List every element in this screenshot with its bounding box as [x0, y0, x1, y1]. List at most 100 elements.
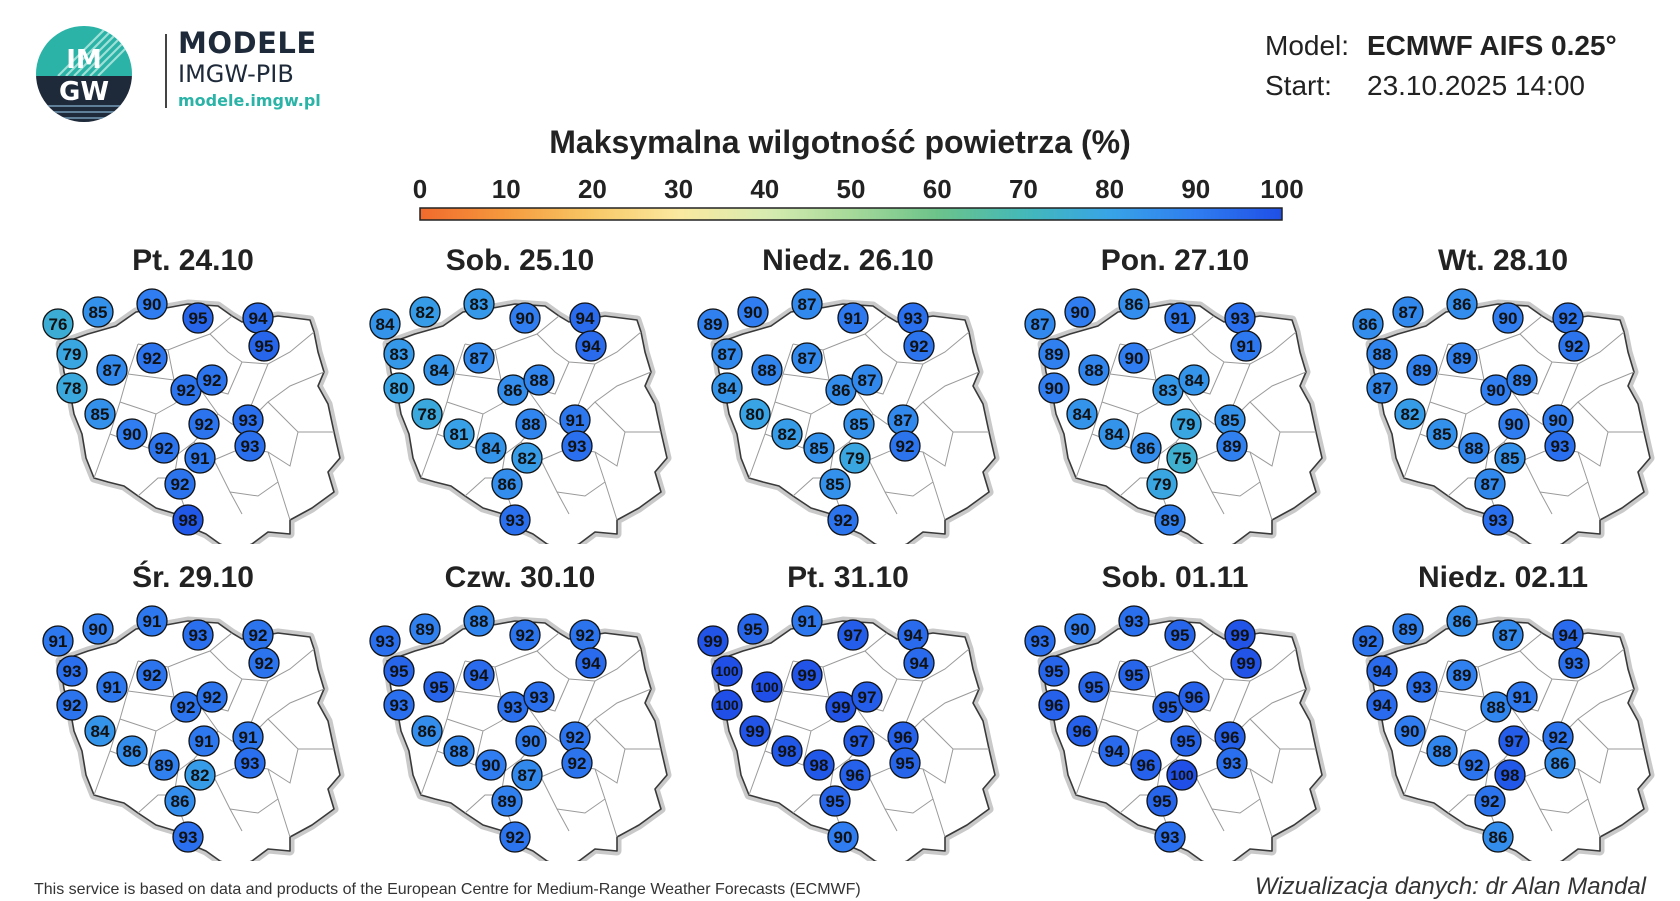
station-value: 93	[63, 662, 82, 681]
station-value: 95	[430, 678, 449, 697]
station-bubble	[523, 681, 555, 713]
colorbar: 0 10 20 30 40 50 60 70 80 90 100	[413, 174, 1304, 221]
station-value: 92	[1481, 792, 1500, 811]
station-marker: 92	[56, 689, 88, 721]
station-bubble	[819, 785, 851, 817]
panel-day-title: Czw. 30.10	[444, 561, 596, 594]
station-bubble	[136, 288, 168, 320]
station-marker: 92	[136, 342, 168, 374]
station-value: 93	[904, 309, 923, 328]
colorbar-tick-label: 20	[578, 174, 607, 204]
station-marker: 87	[1474, 468, 1506, 500]
station-value: 95	[1045, 662, 1064, 681]
station-marker: 94	[1552, 619, 1584, 651]
station-marker: 90	[1064, 296, 1096, 328]
station-value: 87	[1373, 379, 1392, 398]
station-marker: 92	[1474, 785, 1506, 817]
station-bubble	[819, 468, 851, 500]
station-marker: 97	[1498, 725, 1530, 757]
station-value: 90	[1401, 722, 1420, 741]
station-bubble	[443, 735, 475, 767]
station-marker: 79	[1170, 408, 1202, 440]
station-value: 80	[390, 379, 409, 398]
brand-url[interactable]: modele.imgw.pl	[178, 91, 321, 110]
colorbar-tick-label: 30	[664, 174, 693, 204]
station-value: 89	[1513, 371, 1532, 390]
station-marker: 97	[837, 619, 869, 651]
station-value: 95	[896, 754, 915, 773]
station-bubble	[737, 613, 769, 645]
station-bubble	[96, 671, 128, 703]
station-value: 96	[1221, 728, 1240, 747]
colorbar-tick-label: 100	[1260, 174, 1303, 204]
station-bubble	[56, 655, 88, 687]
station-value: 88	[522, 415, 541, 434]
colorbar-tick-label: 80	[1095, 174, 1124, 204]
station-marker: 93	[383, 689, 415, 721]
station-bubble	[1392, 613, 1424, 645]
station-bubble	[803, 749, 835, 781]
station-bubble	[1426, 418, 1458, 450]
station-bubble	[851, 681, 883, 713]
voivodeship-border	[267, 371, 325, 403]
station-marker: 89	[1406, 354, 1438, 386]
station-bubble	[771, 418, 803, 450]
station-bubble	[383, 655, 415, 687]
station-marker: 96	[1178, 681, 1210, 713]
station-value: 93	[179, 828, 198, 847]
station-bubble	[839, 442, 871, 474]
station-marker: 90	[136, 288, 168, 320]
station-marker: 75	[1166, 442, 1198, 474]
station-marker: 93	[1118, 605, 1150, 637]
station-marker: 86	[1130, 432, 1162, 464]
station-bubble	[851, 364, 883, 396]
station-value: 92	[1359, 632, 1378, 651]
station-value: 93	[239, 411, 258, 430]
station-bubble	[1078, 671, 1110, 703]
panel-day-title: Wt. 28.10	[1437, 244, 1569, 277]
station-value: 97	[1505, 732, 1524, 751]
station-value: 89	[1413, 361, 1432, 380]
station-value: 92	[910, 337, 929, 356]
station-bubble	[1482, 504, 1514, 536]
station-bubble	[411, 398, 443, 430]
station-value: 93	[1161, 828, 1180, 847]
station-value: 91	[844, 309, 863, 328]
station-marker: 92	[242, 619, 274, 651]
station-value: 82	[778, 425, 797, 444]
station-value: 86	[1489, 828, 1508, 847]
station-bubble	[1506, 364, 1538, 396]
station-marker: 94	[1098, 735, 1130, 767]
station-bubble	[509, 619, 541, 651]
station-value: 91	[1171, 309, 1190, 328]
panel-day-title: Śr. 29.10	[132, 561, 254, 594]
station-value: 91	[798, 612, 817, 631]
voivodeship-border	[556, 798, 606, 814]
station-marker: 85	[819, 468, 851, 500]
station-value: 91	[49, 632, 68, 651]
station-value: 86	[418, 722, 437, 741]
station-value: 98	[179, 511, 198, 530]
station-bubble	[499, 504, 531, 536]
station-bubble	[515, 408, 547, 440]
station-value: 93	[241, 754, 260, 773]
station-bubble	[409, 613, 441, 645]
station-value: 87	[1499, 626, 1518, 645]
station-bubble	[383, 372, 415, 404]
station-value: 85	[826, 475, 845, 494]
station-marker: 79	[839, 442, 871, 474]
station-bubble	[1066, 715, 1098, 747]
station-marker: 92	[561, 747, 593, 779]
station-bubble	[1170, 408, 1202, 440]
station-marker: 94	[903, 647, 935, 679]
station-marker: 94	[1366, 689, 1398, 721]
panel-day-title: Pt. 31.10	[787, 561, 909, 594]
station-marker: 84	[1178, 364, 1210, 396]
station-value: 97	[850, 732, 869, 751]
station-bubble	[1446, 605, 1478, 637]
station-value: 94	[904, 626, 923, 645]
station-value: 95	[1171, 626, 1190, 645]
station-value: 95	[1125, 666, 1144, 685]
station-value: 89	[416, 620, 435, 639]
